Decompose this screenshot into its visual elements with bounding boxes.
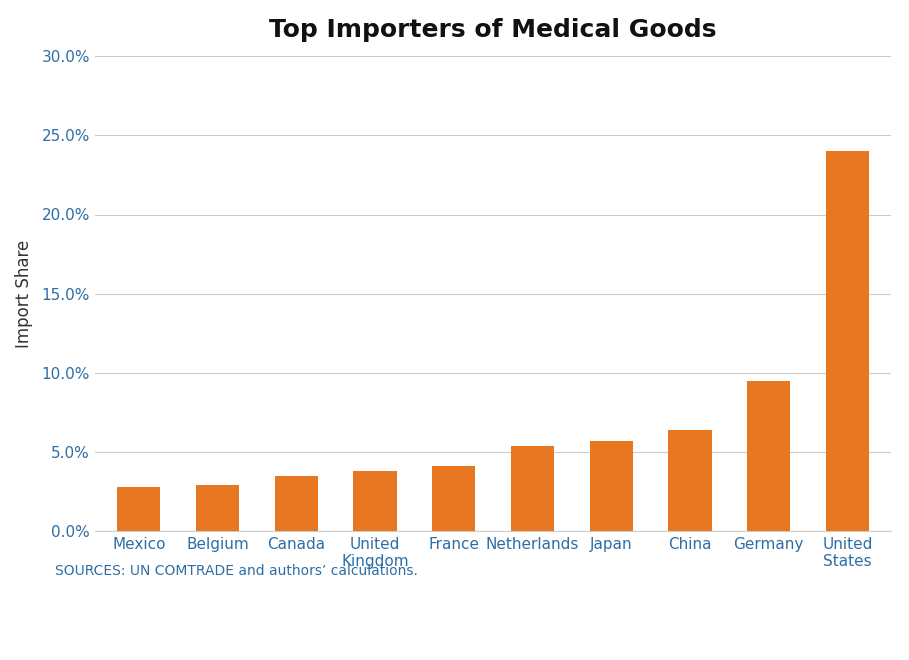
- Bar: [195, 485, 239, 531]
- Bar: [354, 471, 396, 531]
- Bar: [432, 467, 475, 531]
- Text: F: F: [25, 629, 36, 644]
- Bar: [668, 430, 712, 531]
- Title: Top Importers of Medical Goods: Top Importers of Medical Goods: [269, 18, 717, 42]
- Bar: [747, 381, 791, 531]
- Text: Federal Reserve Bank ­of­ St. Louis: Federal Reserve Bank ­of­ St. Louis: [25, 629, 298, 644]
- Bar: [590, 441, 633, 531]
- Bar: [275, 476, 318, 531]
- Bar: [117, 487, 160, 531]
- Y-axis label: Import Share: Import Share: [15, 240, 33, 348]
- Bar: [826, 151, 869, 531]
- Bar: [511, 446, 554, 531]
- Text: SOURCES: UN COMTRADE and authors’ calculations.: SOURCES: UN COMTRADE and authors’ calcul…: [55, 564, 417, 578]
